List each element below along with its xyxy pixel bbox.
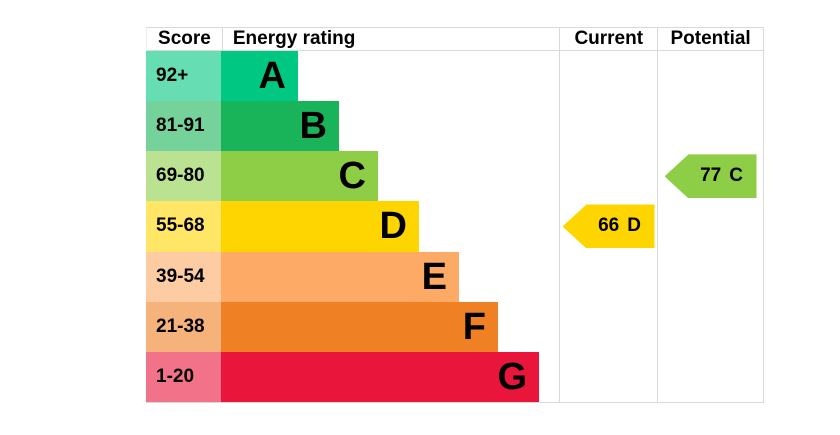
header-energy-rating: Energy rating: [221, 28, 559, 50]
table-body: 92+ A 81-91 B 69-80 C: [146, 51, 764, 403]
band-row-g: 1-20 G: [146, 351, 764, 402]
potential-cell: [657, 201, 764, 252]
potential-cell: [657, 51, 764, 102]
epc-table: Score Energy rating Current Potential 92…: [146, 27, 764, 404]
band-bar-e: E: [221, 251, 459, 302]
potential-cell: [657, 351, 764, 402]
bar-area: G: [221, 351, 559, 402]
current-cell: [559, 101, 657, 152]
score-cell-b: 81-91: [146, 101, 221, 152]
potential-cell: [657, 251, 764, 302]
band-row-b: 81-91 B: [146, 101, 764, 152]
current-cell: [559, 151, 657, 202]
score-cell-g: 1-20: [146, 351, 221, 402]
score-cell-e: 39-54: [146, 251, 221, 302]
header-score: Score: [158, 28, 211, 49]
band-row-a: 92+ A: [146, 51, 764, 102]
potential-cell: [657, 301, 764, 352]
band-bar-a: A: [221, 51, 298, 102]
band-bar-b: B: [221, 101, 339, 152]
potential-rating-arrow: 77 C: [664, 154, 757, 199]
score-cell-a: 92+: [146, 51, 221, 102]
current-band-letter: D: [627, 215, 641, 237]
bar-area: B: [221, 101, 559, 152]
band-row-c: 69-80 C 77 C: [146, 151, 764, 202]
band-row-f: 21-38 F: [146, 301, 764, 352]
potential-cell: 77 C: [657, 151, 764, 202]
current-cell: [559, 51, 657, 102]
bar-area: F: [221, 301, 559, 352]
header-potential: Potential: [657, 28, 764, 50]
band-bar-g: G: [221, 351, 539, 402]
table-header-row: Score Energy rating Current Potential: [146, 27, 764, 51]
band-row-d: 55-68 D 66 D: [146, 201, 764, 252]
header-current: Current: [559, 28, 657, 50]
score-cell-f: 21-38: [146, 301, 221, 352]
current-rating-arrow: 66 D: [562, 204, 655, 249]
band-row-e: 39-54 E: [146, 251, 764, 302]
current-cell: 66 D: [559, 201, 657, 252]
bar-area: A: [221, 51, 559, 102]
band-bar-f: F: [221, 301, 498, 352]
score-cell-d: 55-68: [146, 201, 221, 252]
bar-area: C: [221, 151, 559, 202]
current-cell: [559, 251, 657, 302]
bar-area: E: [221, 251, 559, 302]
current-score-value: 66: [598, 215, 620, 237]
potential-score-value: 77: [700, 165, 722, 187]
band-bar-c: C: [221, 151, 378, 202]
potential-cell: [657, 101, 764, 152]
current-cell: [559, 351, 657, 402]
potential-band-letter: C: [729, 165, 743, 187]
score-cell-c: 69-80: [146, 151, 221, 202]
band-bar-d: D: [221, 201, 419, 252]
current-cell: [559, 301, 657, 352]
bar-area: D: [221, 201, 559, 252]
